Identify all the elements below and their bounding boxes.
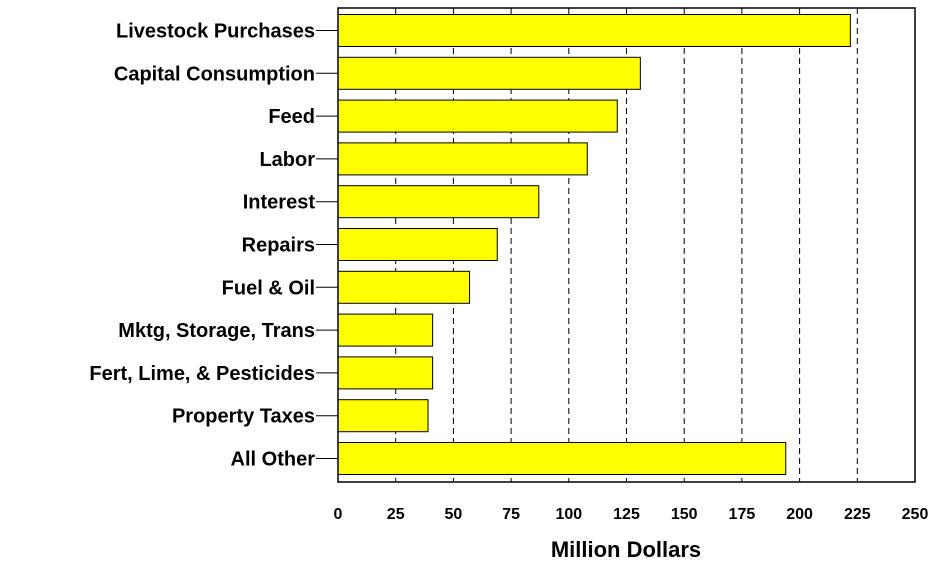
bar [337, 228, 498, 261]
bar [337, 442, 787, 475]
x-tick-label: 25 [387, 506, 405, 523]
y-tick-label: Repairs [242, 235, 315, 257]
y-tick-label: Feed [268, 106, 315, 128]
x-tick-label: 50 [445, 506, 463, 523]
x-tick-label: 100 [555, 506, 582, 523]
x-tick-label: 225 [844, 506, 871, 523]
bar [337, 185, 540, 219]
y-tick-label: Livestock Purchases [116, 21, 315, 43]
bar [337, 313, 434, 347]
bars [337, 14, 851, 475]
y-tick-label: Labor [259, 149, 315, 171]
x-tick-label: 250 [902, 506, 929, 523]
y-tick-label: Interest [243, 192, 316, 214]
y-tick-label: Capital Consumption [114, 63, 315, 85]
bar [337, 356, 434, 390]
bar [337, 99, 618, 133]
x-tick-label: 175 [729, 506, 756, 523]
bar [337, 399, 429, 433]
y-tick-label: Fert, Lime, & Pesticides [89, 363, 315, 385]
x-tick-label: 200 [786, 506, 813, 523]
y-tick-label: Property Taxes [172, 406, 315, 428]
bar [337, 270, 471, 304]
x-axis: 0 25 50 75 100 125 150 175 200 225 250 [334, 506, 929, 523]
x-tick-label: 150 [671, 506, 698, 523]
y-tick-label: Fuel & Oil [222, 277, 315, 299]
x-tick-label: 125 [613, 506, 640, 523]
y-axis: Livestock Purchases Capital Consumption Fe… [89, 21, 338, 471]
x-tick-label: 75 [502, 506, 520, 523]
x-axis-title: Million Dollars [551, 537, 701, 562]
y-tick-label: Mktg, Storage, Trans [118, 320, 315, 342]
y-tick-label: All Other [231, 449, 316, 471]
bar [337, 14, 851, 47]
bar [337, 56, 641, 90]
x-tick-label: 0 [334, 506, 343, 523]
bar [337, 142, 588, 176]
